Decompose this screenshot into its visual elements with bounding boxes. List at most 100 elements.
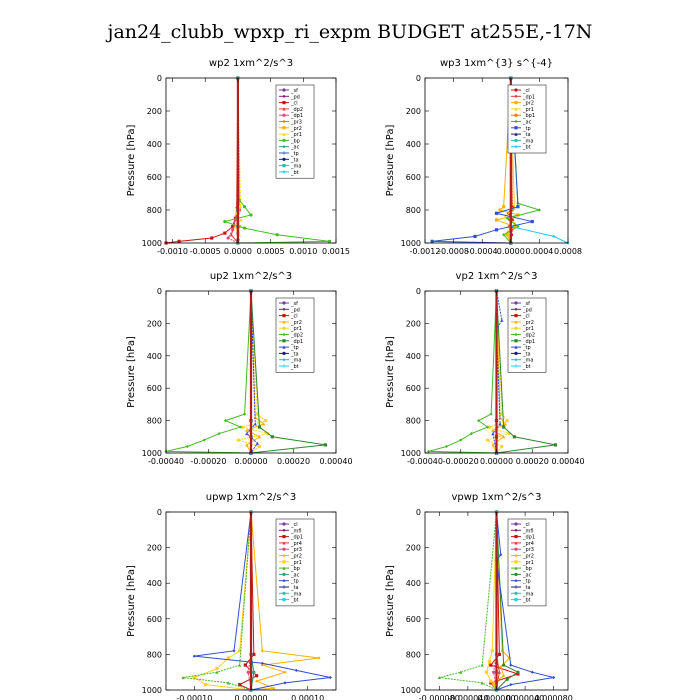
legend-label: _pr2 [522, 101, 534, 107]
data-point [243, 412, 247, 416]
data-point [177, 239, 181, 243]
data-point [210, 236, 214, 240]
x-tick-label: 0.0010 [289, 247, 317, 256]
legend-label: _cl [522, 88, 530, 94]
data-point [489, 663, 493, 667]
y-tick-label: 1000 [401, 239, 421, 248]
legend-label: _cl [290, 522, 298, 528]
legend-label: _pr3 [522, 547, 534, 553]
legend-marker [282, 598, 286, 602]
series-line-tp [492, 290, 503, 454]
data-point [503, 215, 507, 219]
data-point [231, 228, 235, 232]
data-point [480, 663, 484, 667]
data-point [217, 431, 221, 436]
legend-marker [282, 541, 286, 545]
data-point [537, 208, 541, 212]
data-point [530, 219, 534, 224]
data-point [243, 663, 247, 667]
legend-label: _dp1 [522, 339, 535, 345]
data-point [499, 665, 503, 669]
legend-marker [282, 553, 286, 558]
legend-marker [514, 145, 518, 149]
data-point [239, 218, 243, 222]
legend-marker [282, 126, 286, 130]
y-tick-label: 600 [406, 173, 421, 182]
data-point [262, 422, 266, 426]
legend: _cl_dp1_pr2_pr1_bp1_ac_tp_ta_ma_bt [507, 84, 547, 154]
panel-title: vp2 1xm^2/s^3 [456, 271, 538, 282]
legend-marker [282, 145, 286, 149]
data-point [260, 649, 264, 653]
legend-label: _cl [290, 101, 298, 107]
data-point [498, 422, 502, 426]
legend-label: _pr2 [522, 320, 534, 326]
legend-label: _tp [522, 345, 531, 351]
data-point [489, 681, 493, 685]
legend-label: _bp [522, 566, 532, 572]
series-line-pr3 [247, 512, 252, 691]
y-tick-label: 600 [147, 384, 162, 393]
data-point [553, 443, 558, 447]
data-point [498, 415, 502, 419]
data-point [328, 675, 332, 680]
data-point [223, 231, 227, 235]
legend: _cl_mfl_dp1_pr4_pr3_pr2_pr1_bp_ac_tp_ta_… [507, 518, 547, 607]
legend-label: _bp [290, 138, 300, 144]
y-tick-label: 400 [147, 352, 162, 361]
y-tick-label: 0 [157, 287, 162, 296]
chart-panels: wp2 1xm^2/s^3 Pressure [hPa] 0 200 400 600 800… [126, 58, 585, 700]
legend: _cl_mfl_dp1_pr4_pr3_pr2_pr1_bp_ac_tp_ta_… [275, 518, 315, 607]
legend-label: _bt [522, 598, 531, 604]
x-tick-label: -0.0004 [467, 247, 498, 256]
data-point [489, 412, 493, 416]
data-point [502, 425, 506, 429]
panel-vpwp: vpwp 1xm^2/s^3 Pressure [hPa] 0 200 400 600 80… [385, 492, 573, 700]
legend-marker [514, 107, 518, 111]
x-tick-label: -0.00010 [176, 694, 212, 700]
legend-label: _dp1 [522, 535, 535, 541]
legend-label: _tp [290, 579, 299, 585]
legend-label: _pr3 [290, 547, 302, 553]
legend-marker [282, 88, 286, 92]
y-tick-label: 600 [406, 615, 421, 624]
legend-marker [282, 151, 286, 155]
data-point [204, 683, 208, 687]
legend-marker [514, 351, 518, 355]
legend-label: _dp2 [290, 107, 303, 113]
data-point [236, 438, 240, 442]
data-point [229, 233, 233, 237]
legend-marker [282, 585, 286, 589]
x-tick-label: -0.00020 [443, 457, 479, 466]
y-tick-label: 1000 [401, 686, 421, 695]
y-tick-label: 800 [147, 417, 162, 426]
x-tick-label: 0.0008 [554, 247, 582, 256]
legend-label: _mfl [290, 528, 302, 534]
legend-label: _cl [290, 314, 298, 320]
data-point [226, 236, 230, 240]
data-point [477, 419, 481, 423]
legend-label: _pr2 [290, 554, 302, 560]
legend-marker [514, 314, 518, 318]
legend-marker [282, 364, 286, 368]
legend-label: _ac [522, 120, 532, 126]
legend-label: _pr1 [290, 132, 302, 138]
data-point [232, 649, 236, 653]
y-tick-label: 800 [406, 206, 421, 215]
legend-label: _pd [290, 307, 300, 313]
legend-marker [514, 364, 518, 368]
data-point [498, 208, 502, 212]
data-point [505, 216, 509, 220]
data-point [283, 670, 287, 674]
data-point [459, 670, 463, 674]
data-point [487, 425, 491, 429]
legend-label: _bt [290, 598, 299, 604]
legend-marker [514, 560, 518, 564]
x-tick-label: 0.00020 [516, 457, 549, 466]
panel-title: upwp 1xm^2/s^3 [206, 492, 296, 503]
legend-label: _ma [522, 138, 533, 144]
legend-marker [514, 535, 518, 539]
data-point [485, 425, 490, 429]
panel-wp2: wp2 1xm^2/s^3 Pressure [hPa] 0 200 400 600 800… [126, 58, 350, 256]
